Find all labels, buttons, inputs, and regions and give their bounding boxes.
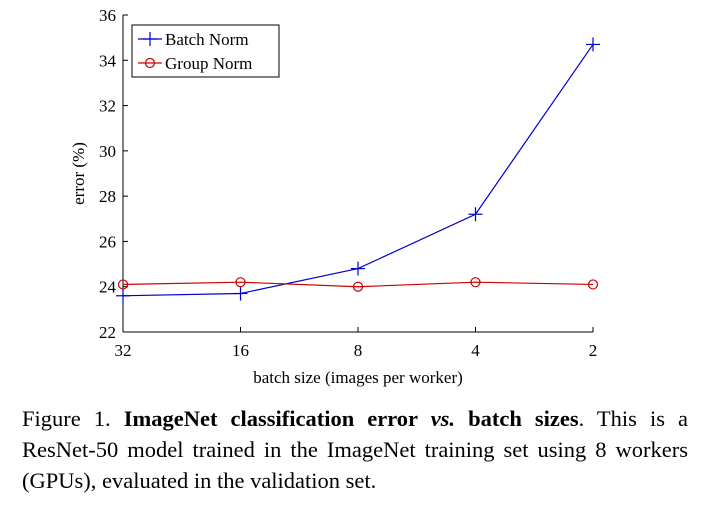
caption-bold-title-end: batch sizes (455, 406, 579, 431)
x-tick-label: 32 (115, 341, 132, 360)
series-layer (116, 37, 600, 303)
series-line (122, 44, 594, 297)
data-point (352, 281, 364, 292)
caption-body: . This is a ResNet-50 model trained in t… (22, 406, 689, 493)
x-axis-label: batch size (images per worker) (253, 368, 463, 387)
x-tick-label: 4 (471, 341, 480, 360)
y-tick-label: 30 (99, 142, 116, 161)
legend-marker (144, 57, 156, 69)
data-point (468, 207, 483, 222)
caption-italic-vs: vs. (430, 406, 456, 431)
y-tick-label: 36 (99, 6, 116, 25)
data-point (235, 277, 246, 288)
series-line (122, 281, 594, 288)
y-tick-label: 28 (99, 187, 116, 206)
data-point (587, 279, 599, 290)
series-1 (117, 277, 599, 292)
legend-label: Batch Norm (165, 30, 249, 49)
data-point (351, 261, 365, 276)
line-chart: 22 24 26 28 30 32 34 36 32 16 8 4 2 error (%) batch… (69, 6, 600, 387)
y-axis-label: error (%) (69, 142, 88, 205)
x-axis-ticks: 32 16 8 4 2 (115, 327, 598, 360)
caption-bold-title: ImageNet classification error (123, 406, 431, 431)
figure-caption: Figure 1. ImageNet classification error … (22, 403, 688, 496)
y-axis-ticks: 22 24 26 28 30 32 34 36 (99, 6, 128, 342)
data-point (116, 288, 130, 303)
y-tick-label: 34 (99, 51, 117, 70)
data-point (470, 277, 481, 288)
y-tick-label: 32 (99, 97, 116, 116)
data-point (586, 37, 600, 52)
data-point (233, 286, 248, 301)
series-0 (116, 37, 600, 303)
legend-item: Batch Norm (138, 30, 249, 49)
data-point (117, 279, 129, 290)
legend-box (131, 24, 280, 78)
x-tick-label: 8 (354, 341, 363, 360)
caption-prefix: Figure 1. (22, 406, 124, 431)
y-tick-label: 24 (99, 278, 117, 297)
legend-label: Group Norm (165, 54, 252, 73)
legend-item: Group Norm (138, 54, 252, 73)
x-tick-label: 2 (589, 341, 598, 360)
x-tick-label: 16 (232, 341, 249, 360)
y-tick-label: 22 (99, 323, 116, 342)
y-tick-label: 26 (99, 232, 116, 251)
legend-marker (143, 32, 157, 46)
legend: Batch Norm Group Norm (131, 24, 280, 78)
